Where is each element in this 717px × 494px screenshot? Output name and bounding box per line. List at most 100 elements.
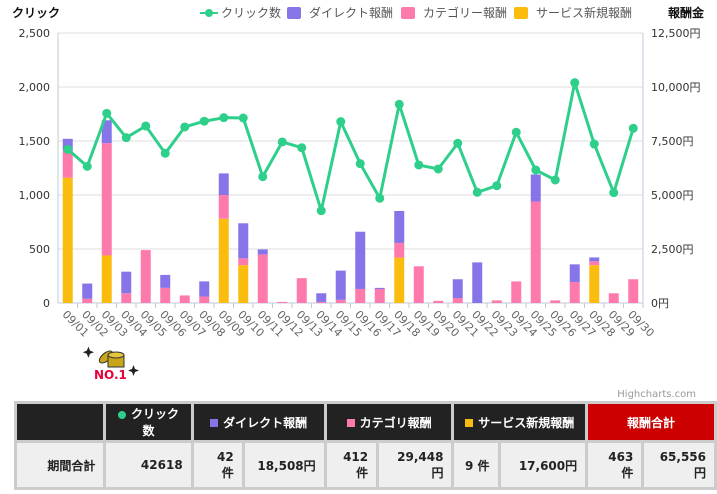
right-tick-label: 7,500円 [651, 135, 694, 148]
legend-marker-icon [205, 9, 213, 17]
service-square-icon [465, 419, 474, 427]
click-point [472, 187, 482, 197]
bar-direct [335, 270, 346, 300]
click-point [550, 175, 560, 185]
bar-category [316, 301, 327, 303]
click-point [394, 99, 404, 109]
direct-count: 42 件 [190, 440, 245, 490]
bar-direct [101, 120, 112, 144]
click-point [258, 172, 268, 182]
header-empty [13, 401, 107, 443]
right-tick-label: 0円 [651, 297, 669, 310]
left-tick-label: 2,500 [19, 27, 51, 40]
legend-swatch-icon [514, 7, 528, 19]
click-point [102, 108, 112, 118]
row-label: 期間合計 [13, 440, 107, 490]
total-count: 463 件 [585, 440, 645, 490]
bar-category [277, 301, 288, 303]
category-amount: 29,448円 [376, 440, 455, 490]
click-point [141, 121, 151, 131]
click-point [628, 123, 638, 133]
click-line [63, 78, 638, 216]
legend-label: サービス新規報酬 [536, 5, 632, 20]
summary-table: クリック数 ダイレクト報酬 カテゴリ報酬 サービス新規報酬 報酬合計 期間合計 … [13, 401, 717, 490]
right-axis-title: 報酬金 [668, 5, 705, 20]
service-count: 9 件 [451, 440, 501, 490]
table-row: 期間合計 42618 42 件 18,508円 412 件 29,448円 9 … [13, 440, 717, 490]
bar-category [238, 258, 249, 266]
bar-direct [199, 281, 210, 297]
header-clicks: クリック数 [103, 401, 194, 443]
legend-item-clicks[interactable]: クリック数 [200, 5, 281, 20]
click-point [609, 188, 619, 198]
bar-direct [316, 293, 327, 302]
right-tick-label: 12,500円 [651, 27, 701, 40]
click-point [336, 117, 346, 127]
no1-coins-logo-icon: NO.1 [82, 346, 139, 382]
left-tick-label: 0 [43, 297, 50, 310]
bar-direct [218, 173, 229, 195]
click-point [82, 161, 92, 171]
click-point [160, 148, 170, 158]
header-label: クリック数 [131, 407, 180, 438]
header-total: 報酬合計 [585, 401, 717, 443]
bar-direct [82, 283, 93, 299]
bar-category [62, 150, 73, 178]
click-point [492, 181, 502, 191]
right-tick-label: 2,500円 [651, 243, 694, 256]
left-tick-label: 500 [29, 243, 50, 256]
bar-direct [452, 279, 463, 299]
table-header-row: クリック数 ダイレクト報酬 カテゴリ報酬 サービス新規報酬 報酬合計 [13, 401, 717, 443]
bar-service [238, 265, 249, 303]
credits-link[interactable]: Highcharts.com [617, 389, 696, 400]
bar-category [140, 250, 151, 303]
bar-category [199, 296, 210, 303]
click-point [375, 193, 385, 203]
right-tick-label: 10,000円 [651, 81, 701, 94]
left-tick-label: 1,000 [19, 189, 51, 202]
direct-amount: 18,508円 [241, 440, 327, 490]
bar-category [608, 293, 619, 303]
header-category: カテゴリ報酬 [323, 401, 455, 443]
header-label: カテゴリ報酬 [359, 415, 432, 430]
click-point [277, 137, 287, 147]
bar-direct [121, 271, 132, 294]
legend: クリック数 ダイレクト報酬 カテゴリー報酬 サービス新規報酬 [200, 5, 632, 20]
legend-label: カテゴリー報酬 [423, 5, 507, 20]
click-point [531, 165, 541, 175]
legend-swatch-icon [401, 7, 415, 19]
bar-service [62, 177, 73, 303]
bar-category [121, 293, 132, 303]
bar-category [433, 300, 444, 303]
bar-direct [530, 174, 541, 202]
bar-category [550, 300, 561, 303]
bar-category [101, 143, 112, 256]
legend-item-category[interactable]: カテゴリー報酬 [401, 5, 507, 20]
bar-service [589, 265, 600, 303]
legend-label: クリック数 [221, 5, 281, 20]
bar-category [160, 287, 171, 303]
click-point [589, 139, 599, 149]
click-point [316, 206, 326, 216]
total-amount: 65,556円 [641, 440, 717, 490]
click-point [453, 138, 463, 148]
bar-category [491, 300, 502, 303]
right-tick-label: 5,000円 [651, 189, 694, 202]
bar-category [374, 288, 385, 303]
click-point [433, 164, 443, 174]
click-point [414, 160, 424, 170]
click-point [511, 127, 521, 137]
legend-item-direct[interactable]: ダイレクト報酬 [287, 5, 393, 20]
bar-direct [238, 223, 249, 259]
legend-item-service[interactable]: サービス新規報酬 [514, 5, 632, 20]
click-point [180, 122, 190, 132]
bar-direct [394, 210, 405, 243]
bar-category [452, 298, 463, 303]
reward-chart: 0 0円 500 2,500円 1,000 5,000円 1,500 7,500円 2,000 1… [12, 5, 705, 400]
header-direct: ダイレクト報酬 [190, 401, 327, 443]
legend-label: ダイレクト報酬 [309, 5, 393, 20]
clicks-dot-icon [118, 410, 126, 419]
bar-direct [355, 231, 366, 289]
bar-service [394, 257, 405, 303]
bar-direct [160, 274, 171, 288]
